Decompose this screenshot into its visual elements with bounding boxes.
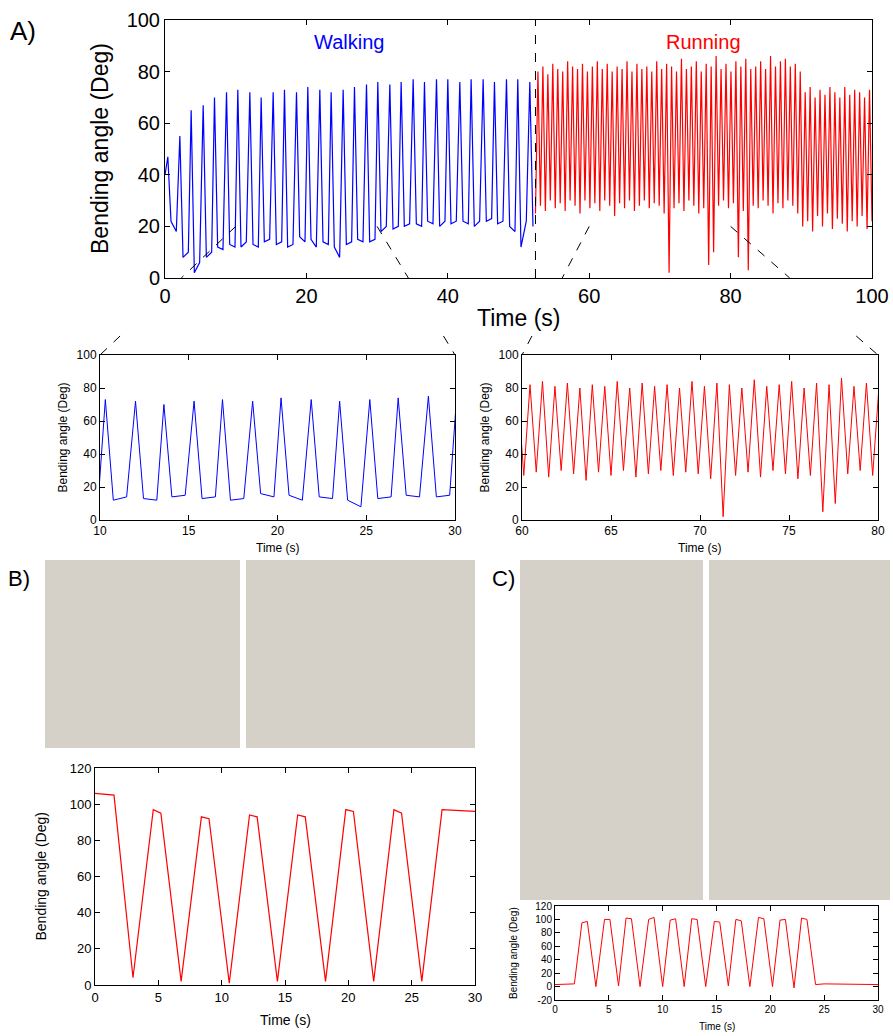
- svg-text:40: 40: [77, 905, 91, 920]
- svg-text:Time (s): Time (s): [477, 305, 560, 331]
- svg-text:0: 0: [552, 1004, 558, 1015]
- svg-text:Running: Running: [666, 31, 741, 53]
- svg-text:60: 60: [138, 112, 160, 134]
- svg-text:30: 30: [872, 1004, 884, 1015]
- svg-text:0: 0: [512, 513, 519, 527]
- svg-text:25: 25: [819, 1004, 831, 1015]
- svg-text:-20: -20: [538, 995, 553, 1006]
- svg-text:10: 10: [214, 990, 228, 1005]
- svg-text:20: 20: [341, 990, 355, 1005]
- svg-text:80: 80: [719, 285, 741, 307]
- svg-text:65: 65: [604, 524, 618, 538]
- svg-text:100: 100: [77, 348, 97, 362]
- svg-text:0: 0: [84, 978, 91, 993]
- svg-text:20: 20: [505, 480, 519, 494]
- svg-text:40: 40: [83, 447, 97, 461]
- svg-text:0: 0: [149, 267, 160, 289]
- svg-text:0: 0: [546, 981, 552, 992]
- svg-text:60: 60: [83, 414, 97, 428]
- svg-text:Bending angle (Deg): Bending angle (Deg): [478, 382, 492, 492]
- svg-text:0: 0: [91, 990, 98, 1005]
- svg-text:20: 20: [77, 941, 91, 956]
- svg-text:15: 15: [182, 524, 196, 538]
- svg-text:70: 70: [693, 524, 707, 538]
- svg-text:30: 30: [448, 524, 462, 538]
- svg-text:80: 80: [138, 61, 160, 83]
- svg-text:100: 100: [499, 348, 519, 362]
- svg-text:5: 5: [155, 990, 162, 1005]
- svg-text:100: 100: [535, 914, 552, 925]
- svg-text:20: 20: [541, 968, 553, 979]
- svg-text:80: 80: [871, 524, 885, 538]
- svg-text:30: 30: [468, 990, 482, 1005]
- svg-text:25: 25: [360, 524, 374, 538]
- svg-text:20: 20: [765, 1004, 777, 1015]
- svg-text:20: 20: [138, 215, 160, 237]
- svg-text:10: 10: [93, 524, 107, 538]
- svg-text:40: 40: [541, 954, 553, 965]
- svg-text:120: 120: [70, 761, 92, 776]
- svg-text:100: 100: [855, 285, 888, 307]
- svg-text:80: 80: [83, 381, 97, 395]
- svg-text:Bending angle (Deg): Bending angle (Deg): [56, 382, 70, 492]
- svg-text:0: 0: [90, 513, 97, 527]
- svg-text:60: 60: [515, 524, 529, 538]
- svg-text:60: 60: [505, 414, 519, 428]
- svg-text:25: 25: [404, 990, 418, 1005]
- svg-text:60: 60: [541, 941, 553, 952]
- svg-text:75: 75: [782, 524, 796, 538]
- svg-text:60: 60: [77, 869, 91, 884]
- svg-text:Time (s): Time (s): [678, 541, 722, 555]
- svg-text:Time (s): Time (s): [256, 541, 300, 555]
- svg-text:20: 20: [83, 480, 97, 494]
- svg-text:10: 10: [657, 1004, 669, 1015]
- svg-text:Bending angle (Deg): Bending angle (Deg): [87, 43, 113, 254]
- svg-text:Time (s): Time (s): [260, 1012, 311, 1028]
- svg-text:120: 120: [535, 901, 552, 912]
- svg-text:100: 100: [127, 9, 160, 31]
- svg-text:A): A): [10, 16, 36, 46]
- svg-text:100: 100: [70, 797, 92, 812]
- svg-text:80: 80: [505, 381, 519, 395]
- svg-text:80: 80: [77, 833, 91, 848]
- svg-text:80: 80: [541, 927, 553, 938]
- svg-text:15: 15: [711, 1004, 723, 1015]
- svg-text:Walking: Walking: [314, 31, 384, 53]
- svg-text:15: 15: [278, 990, 292, 1005]
- svg-text:Bending angle (Deg): Bending angle (Deg): [33, 812, 49, 940]
- svg-text:Bending angle (Deg): Bending angle (Deg): [508, 907, 519, 999]
- svg-text:0: 0: [159, 285, 170, 307]
- svg-text:5: 5: [606, 1004, 612, 1015]
- svg-text:40: 40: [437, 285, 459, 307]
- svg-text:60: 60: [578, 285, 600, 307]
- svg-text:Time (s): Time (s): [699, 1021, 735, 1032]
- svg-text:40: 40: [505, 447, 519, 461]
- svg-text:C): C): [492, 566, 515, 591]
- svg-text:20: 20: [295, 285, 317, 307]
- svg-text:20: 20: [271, 524, 285, 538]
- svg-text:B): B): [8, 566, 30, 591]
- svg-text:40: 40: [138, 164, 160, 186]
